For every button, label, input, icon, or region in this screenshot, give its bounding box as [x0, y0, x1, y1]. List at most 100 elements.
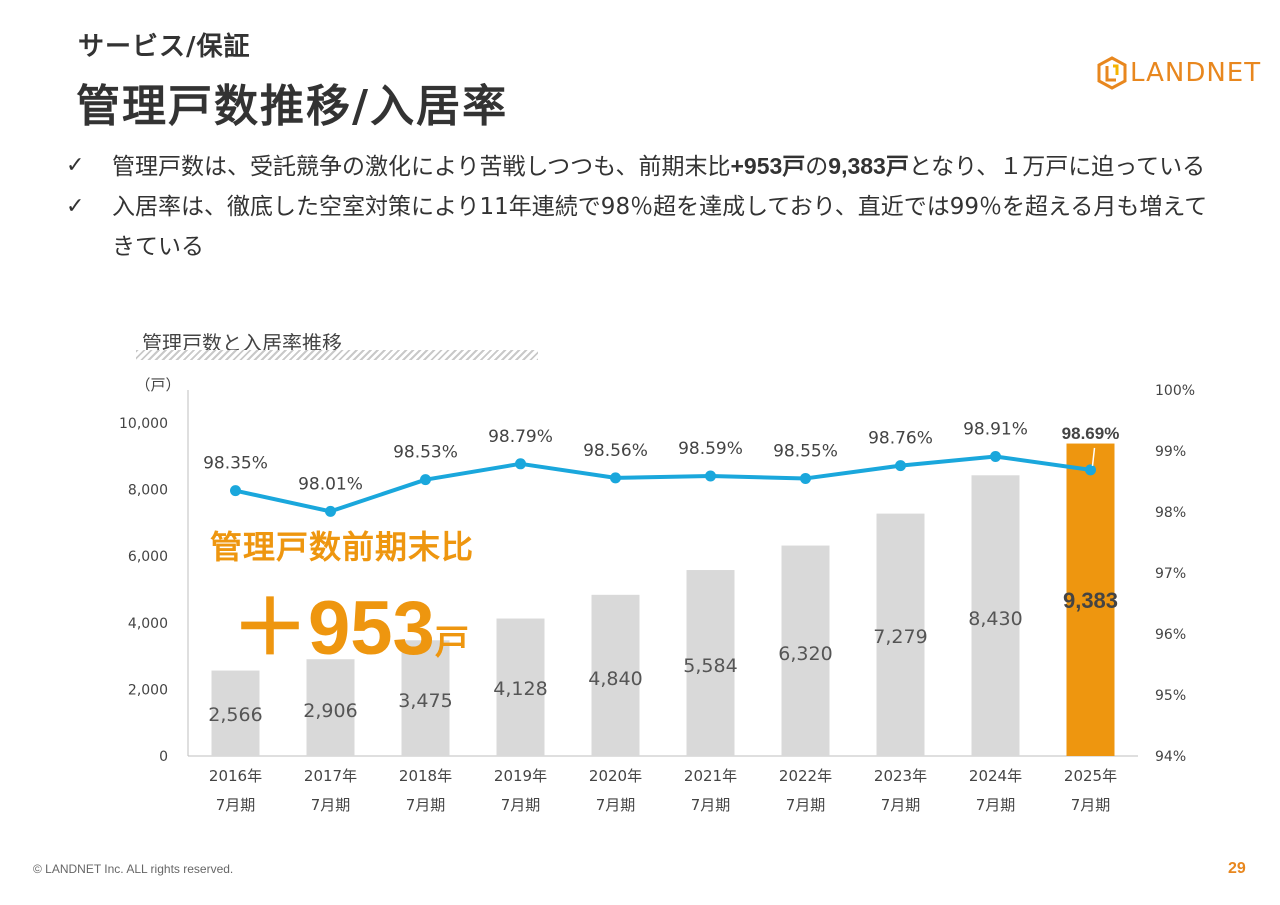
bullet-item: ✓ 入居率は、徹底した空室対策により11年連続で98％超を達成しており、直近では9…	[66, 187, 1226, 267]
occupancy-label: 98.59%	[678, 439, 743, 459]
page-number: 29	[1228, 860, 1246, 877]
bullet-list: ✓ 管理戸数は、受託競争の激化により苦戦しつつも、前期末比+953戸の9,383戸…	[66, 146, 1226, 267]
logo-mark-icon	[1097, 56, 1127, 90]
bullet-item: ✓ 管理戸数は、受託競争の激化により苦戦しつつも、前期末比+953戸の9,383戸…	[66, 146, 1226, 187]
y-left-tick-label: 4,000	[128, 616, 168, 632]
x-tick-label-period: 7月期	[881, 796, 921, 814]
occupancy-point	[420, 474, 431, 486]
x-tick-label-year: 2019年	[494, 767, 547, 785]
y-right-tick-label: 99%	[1155, 444, 1186, 460]
bar	[686, 570, 735, 756]
bar-value-label: 3,475	[398, 690, 452, 712]
bar	[781, 545, 830, 756]
y-right-tick-label: 96%	[1155, 627, 1186, 643]
occupancy-point	[895, 460, 906, 472]
occupancy-point	[1085, 464, 1096, 476]
y-right-tick-label: 100%	[1155, 383, 1195, 399]
page-title: 管理戸数推移/入居率	[76, 81, 509, 132]
label-leader-line	[1091, 447, 1096, 466]
callout-value: ＋953戸	[232, 566, 469, 676]
occupancy-label: 98.53%	[393, 443, 458, 463]
bullet-text: となり、１万戸に迫っている	[908, 154, 1206, 180]
chart-heading-underline	[136, 350, 538, 360]
y-left-tick-label: 6,000	[128, 549, 168, 565]
occupancy-label: 98.91%	[963, 419, 1028, 439]
y-right-tick-label: 97%	[1155, 566, 1186, 582]
occupancy-point	[610, 472, 621, 484]
bar-highlight	[1066, 443, 1115, 756]
bar	[401, 640, 450, 756]
landnet-logo: LANDNET	[1096, 56, 1260, 90]
bar-value-label: 2,566	[208, 704, 262, 726]
copyright: © LANDNET Inc. ALL rights reserved.	[33, 862, 234, 876]
y-right-tick-label: 95%	[1155, 688, 1186, 704]
occupancy-point	[325, 505, 336, 517]
callout-sign: ＋	[232, 586, 308, 671]
x-tick-label-period: 7月期	[1071, 796, 1111, 814]
x-tick-label-period: 7月期	[976, 796, 1016, 814]
bar-value-label: 7,279	[873, 626, 927, 648]
bullet-highlight: +953戸	[730, 153, 806, 179]
x-tick-label-year: 2025年	[1064, 767, 1117, 785]
y-left-tick-label: 8,000	[128, 483, 168, 499]
bar-value-label: 4,128	[493, 678, 547, 700]
bar-value-label: 4,840	[588, 668, 642, 690]
logo-text: LANDNET	[1130, 58, 1262, 88]
callout-unit: 戸	[434, 623, 469, 663]
x-tick-label-period: 7月期	[311, 796, 351, 814]
y-left-tick-label: 2,000	[128, 682, 168, 698]
bar-value-label: 5,584	[683, 655, 737, 677]
x-tick-label-year: 2024年	[969, 767, 1022, 785]
x-tick-label-year: 2016年	[209, 767, 262, 785]
check-icon: ✓	[66, 194, 85, 219]
y-left-tick-label: 0	[159, 749, 168, 765]
x-tick-label-period: 7月期	[786, 796, 826, 814]
x-tick-label-period: 7月期	[501, 796, 541, 814]
bar	[591, 594, 640, 756]
bar-value-label: 2,906	[303, 700, 357, 722]
y-right-tick-label: 98%	[1155, 505, 1186, 521]
bar	[971, 475, 1020, 756]
y-left-tick-label: 10,000	[119, 416, 168, 432]
bullet-text: 入居率は、徹底した空室対策により11年連続で98％超を達成しており、直近では99…	[112, 194, 1208, 260]
x-tick-label-year: 2017年	[304, 767, 357, 785]
x-tick-label-period: 7月期	[406, 796, 446, 814]
callout-heading: 管理戸数前期末比	[210, 528, 475, 566]
bar-value-label: 8,430	[968, 608, 1022, 630]
occupancy-label: 98.01%	[298, 474, 363, 494]
callout-number: 953	[308, 586, 435, 671]
x-tick-label-period: 7月期	[691, 796, 731, 814]
occupancy-label: 98.79%	[488, 427, 553, 447]
x-tick-label-year: 2023年	[874, 767, 927, 785]
occupancy-label: 98.35%	[203, 454, 268, 474]
bar-value-label: 6,320	[778, 643, 832, 665]
occupancy-point	[800, 472, 811, 484]
x-tick-label-year: 2018年	[399, 767, 452, 785]
y-left-unit-label: （戸）	[135, 376, 180, 394]
occupancy-line	[235, 454, 1091, 514]
x-tick-label-period: 7月期	[596, 796, 636, 814]
occupancy-point	[515, 458, 526, 470]
bar	[876, 513, 925, 756]
x-tick-label-period: 7月期	[216, 796, 256, 814]
bullet-highlight: 9,383戸	[828, 153, 909, 179]
occupancy-label: 98.55%	[773, 441, 838, 461]
bar	[496, 618, 545, 756]
y-right-tick-label: 94%	[1155, 749, 1186, 765]
x-tick-label-year: 2020年	[589, 767, 642, 785]
bullet-text: の	[805, 154, 829, 180]
x-tick-label-year: 2021年	[684, 767, 737, 785]
occupancy-label: 98.56%	[583, 441, 648, 461]
occupancy-label: 98.76%	[868, 429, 933, 449]
x-tick-label-year: 2022年	[779, 767, 832, 785]
bar	[211, 670, 260, 756]
bar	[306, 659, 355, 756]
occupancy-point	[230, 485, 241, 497]
occupancy-point	[705, 470, 716, 482]
check-icon: ✓	[66, 153, 85, 178]
section-subtitle: サービス/保証	[78, 32, 251, 62]
occupancy-point	[990, 450, 1001, 462]
occupancy-label: 98.69%	[1062, 424, 1120, 443]
bar-value-label: 9,383	[1063, 588, 1118, 613]
